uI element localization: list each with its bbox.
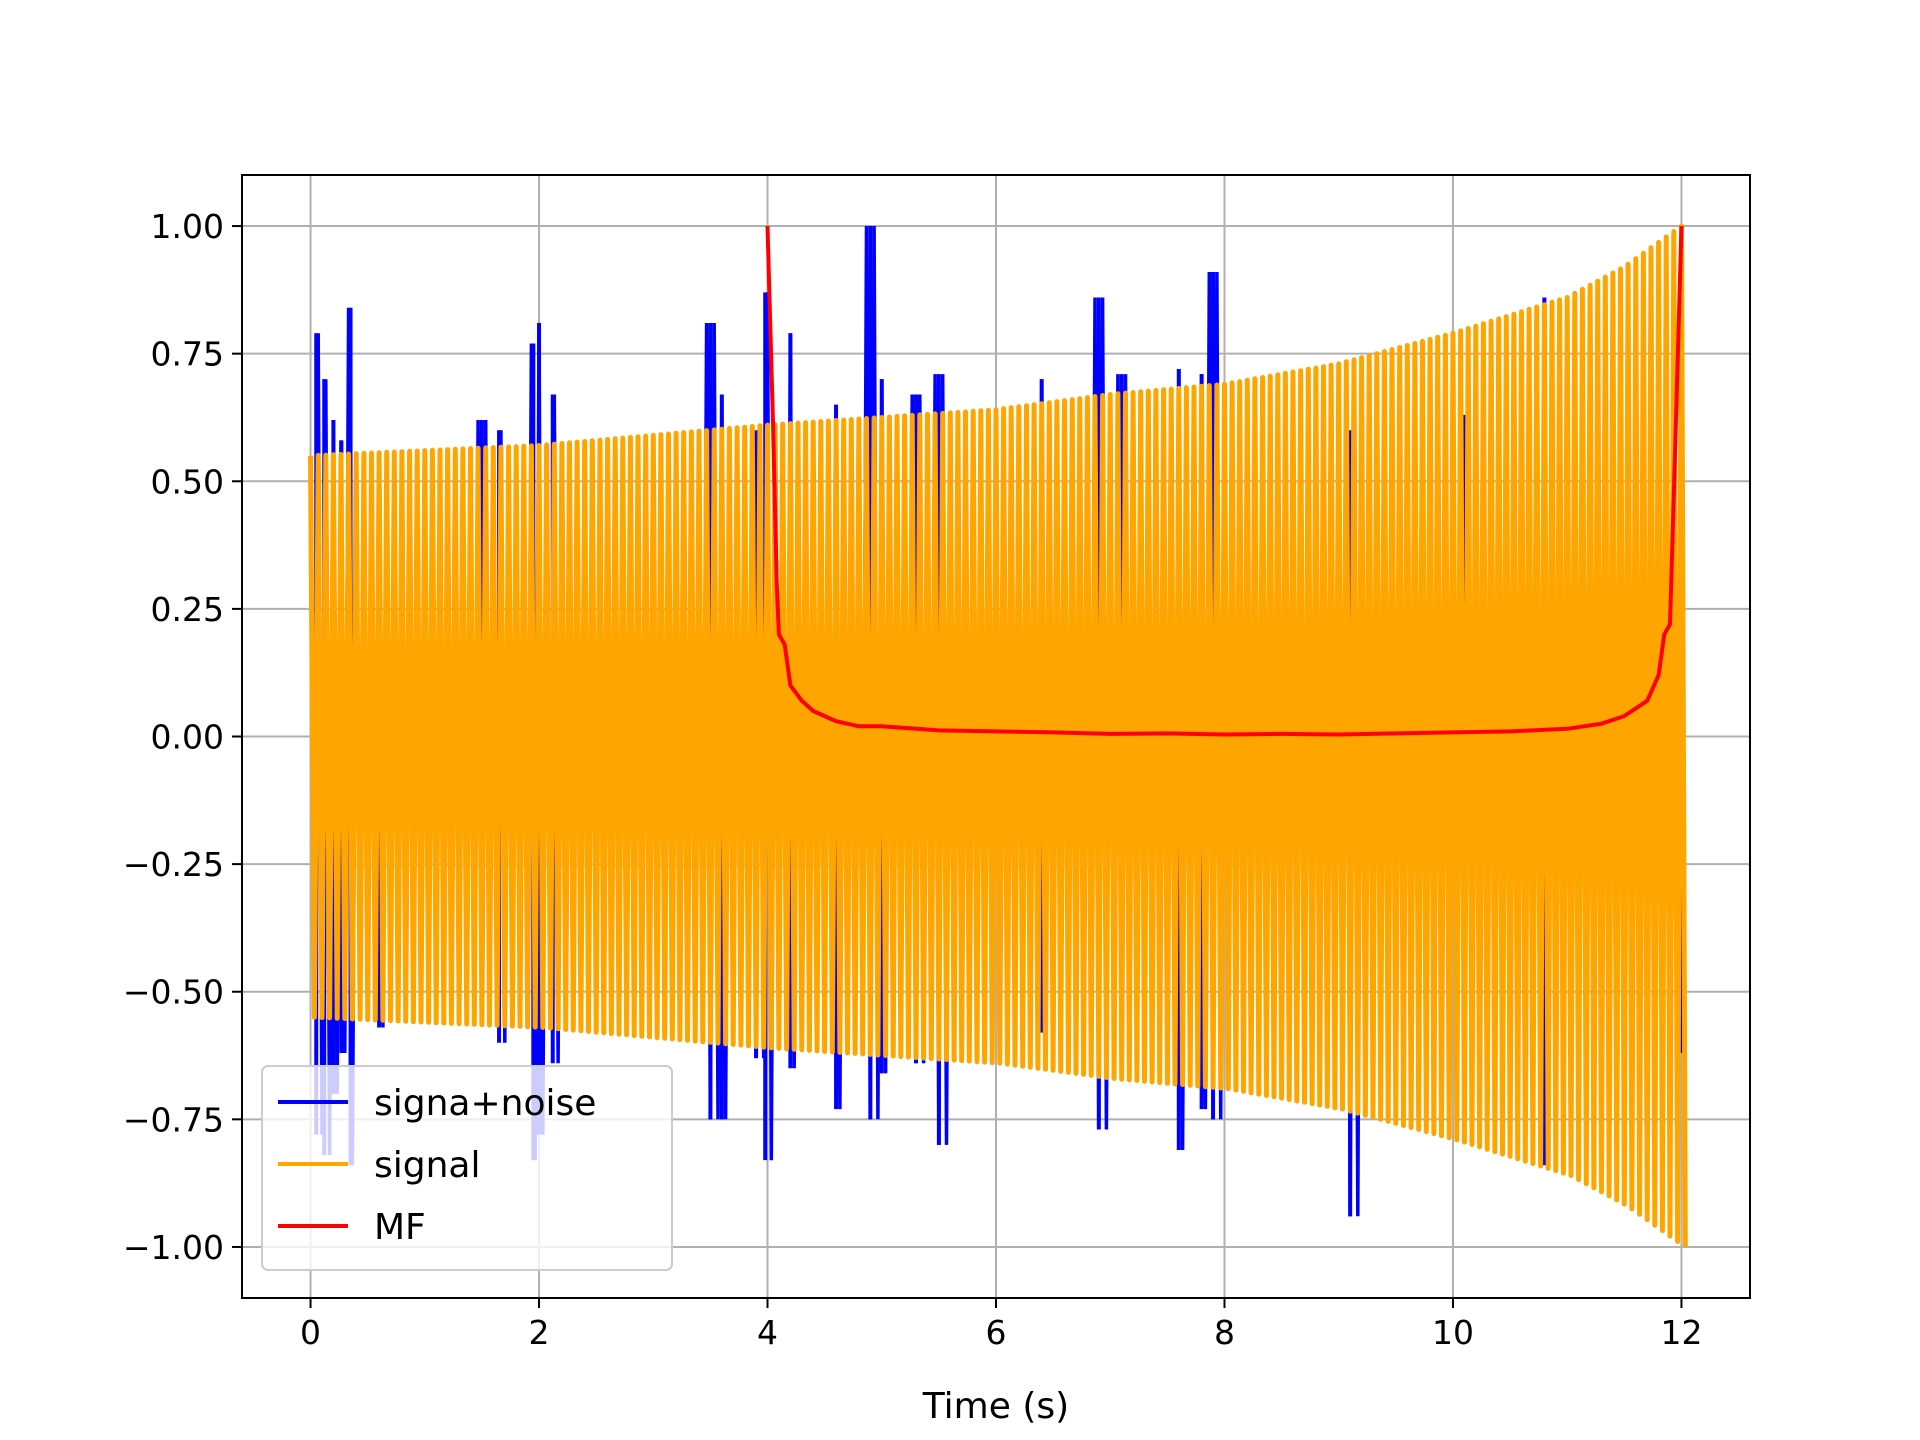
plot-series bbox=[308, 223, 1688, 1248]
legend-label: MF bbox=[374, 1207, 426, 1248]
y-tick-label: −0.50 bbox=[123, 973, 224, 1012]
y-tick-label: −0.75 bbox=[123, 1100, 224, 1139]
x-tick-label: 0 bbox=[300, 1313, 321, 1352]
y-tick-label: 0.25 bbox=[151, 590, 224, 629]
x-tick-label: 8 bbox=[1214, 1313, 1235, 1352]
y-tick-label: 0.50 bbox=[151, 462, 224, 501]
legend-label: signal bbox=[374, 1145, 481, 1186]
y-tick-label: 0.00 bbox=[151, 718, 224, 757]
series-mf-line bbox=[765, 225, 1684, 737]
series-signal-line bbox=[308, 223, 1688, 1248]
x-tick-label: 2 bbox=[529, 1313, 550, 1352]
x-tick-label: 12 bbox=[1660, 1313, 1702, 1352]
x-axis: 0 2 4 6 8 10 12 bbox=[300, 1298, 1702, 1352]
y-tick-label: −1.00 bbox=[123, 1228, 224, 1267]
legend-box bbox=[261, 1065, 673, 1271]
legend-label: signa+noise bbox=[374, 1083, 596, 1124]
y-tick-label: 1.00 bbox=[151, 207, 224, 246]
legend: signa+noise signal MF bbox=[261, 1065, 673, 1271]
x-axis-title: Time (s) bbox=[922, 1386, 1069, 1427]
y-tick-label: −0.25 bbox=[123, 845, 224, 884]
y-tick-label: 0.75 bbox=[151, 335, 224, 374]
x-tick-label: 4 bbox=[757, 1313, 778, 1352]
x-tick-label: 10 bbox=[1432, 1313, 1474, 1352]
x-tick-label: 6 bbox=[986, 1313, 1007, 1352]
y-axis: 1.00 0.75 0.50 0.25 0.00 −0.25 −0.50 −0.75 −1.00 bbox=[123, 207, 242, 1267]
